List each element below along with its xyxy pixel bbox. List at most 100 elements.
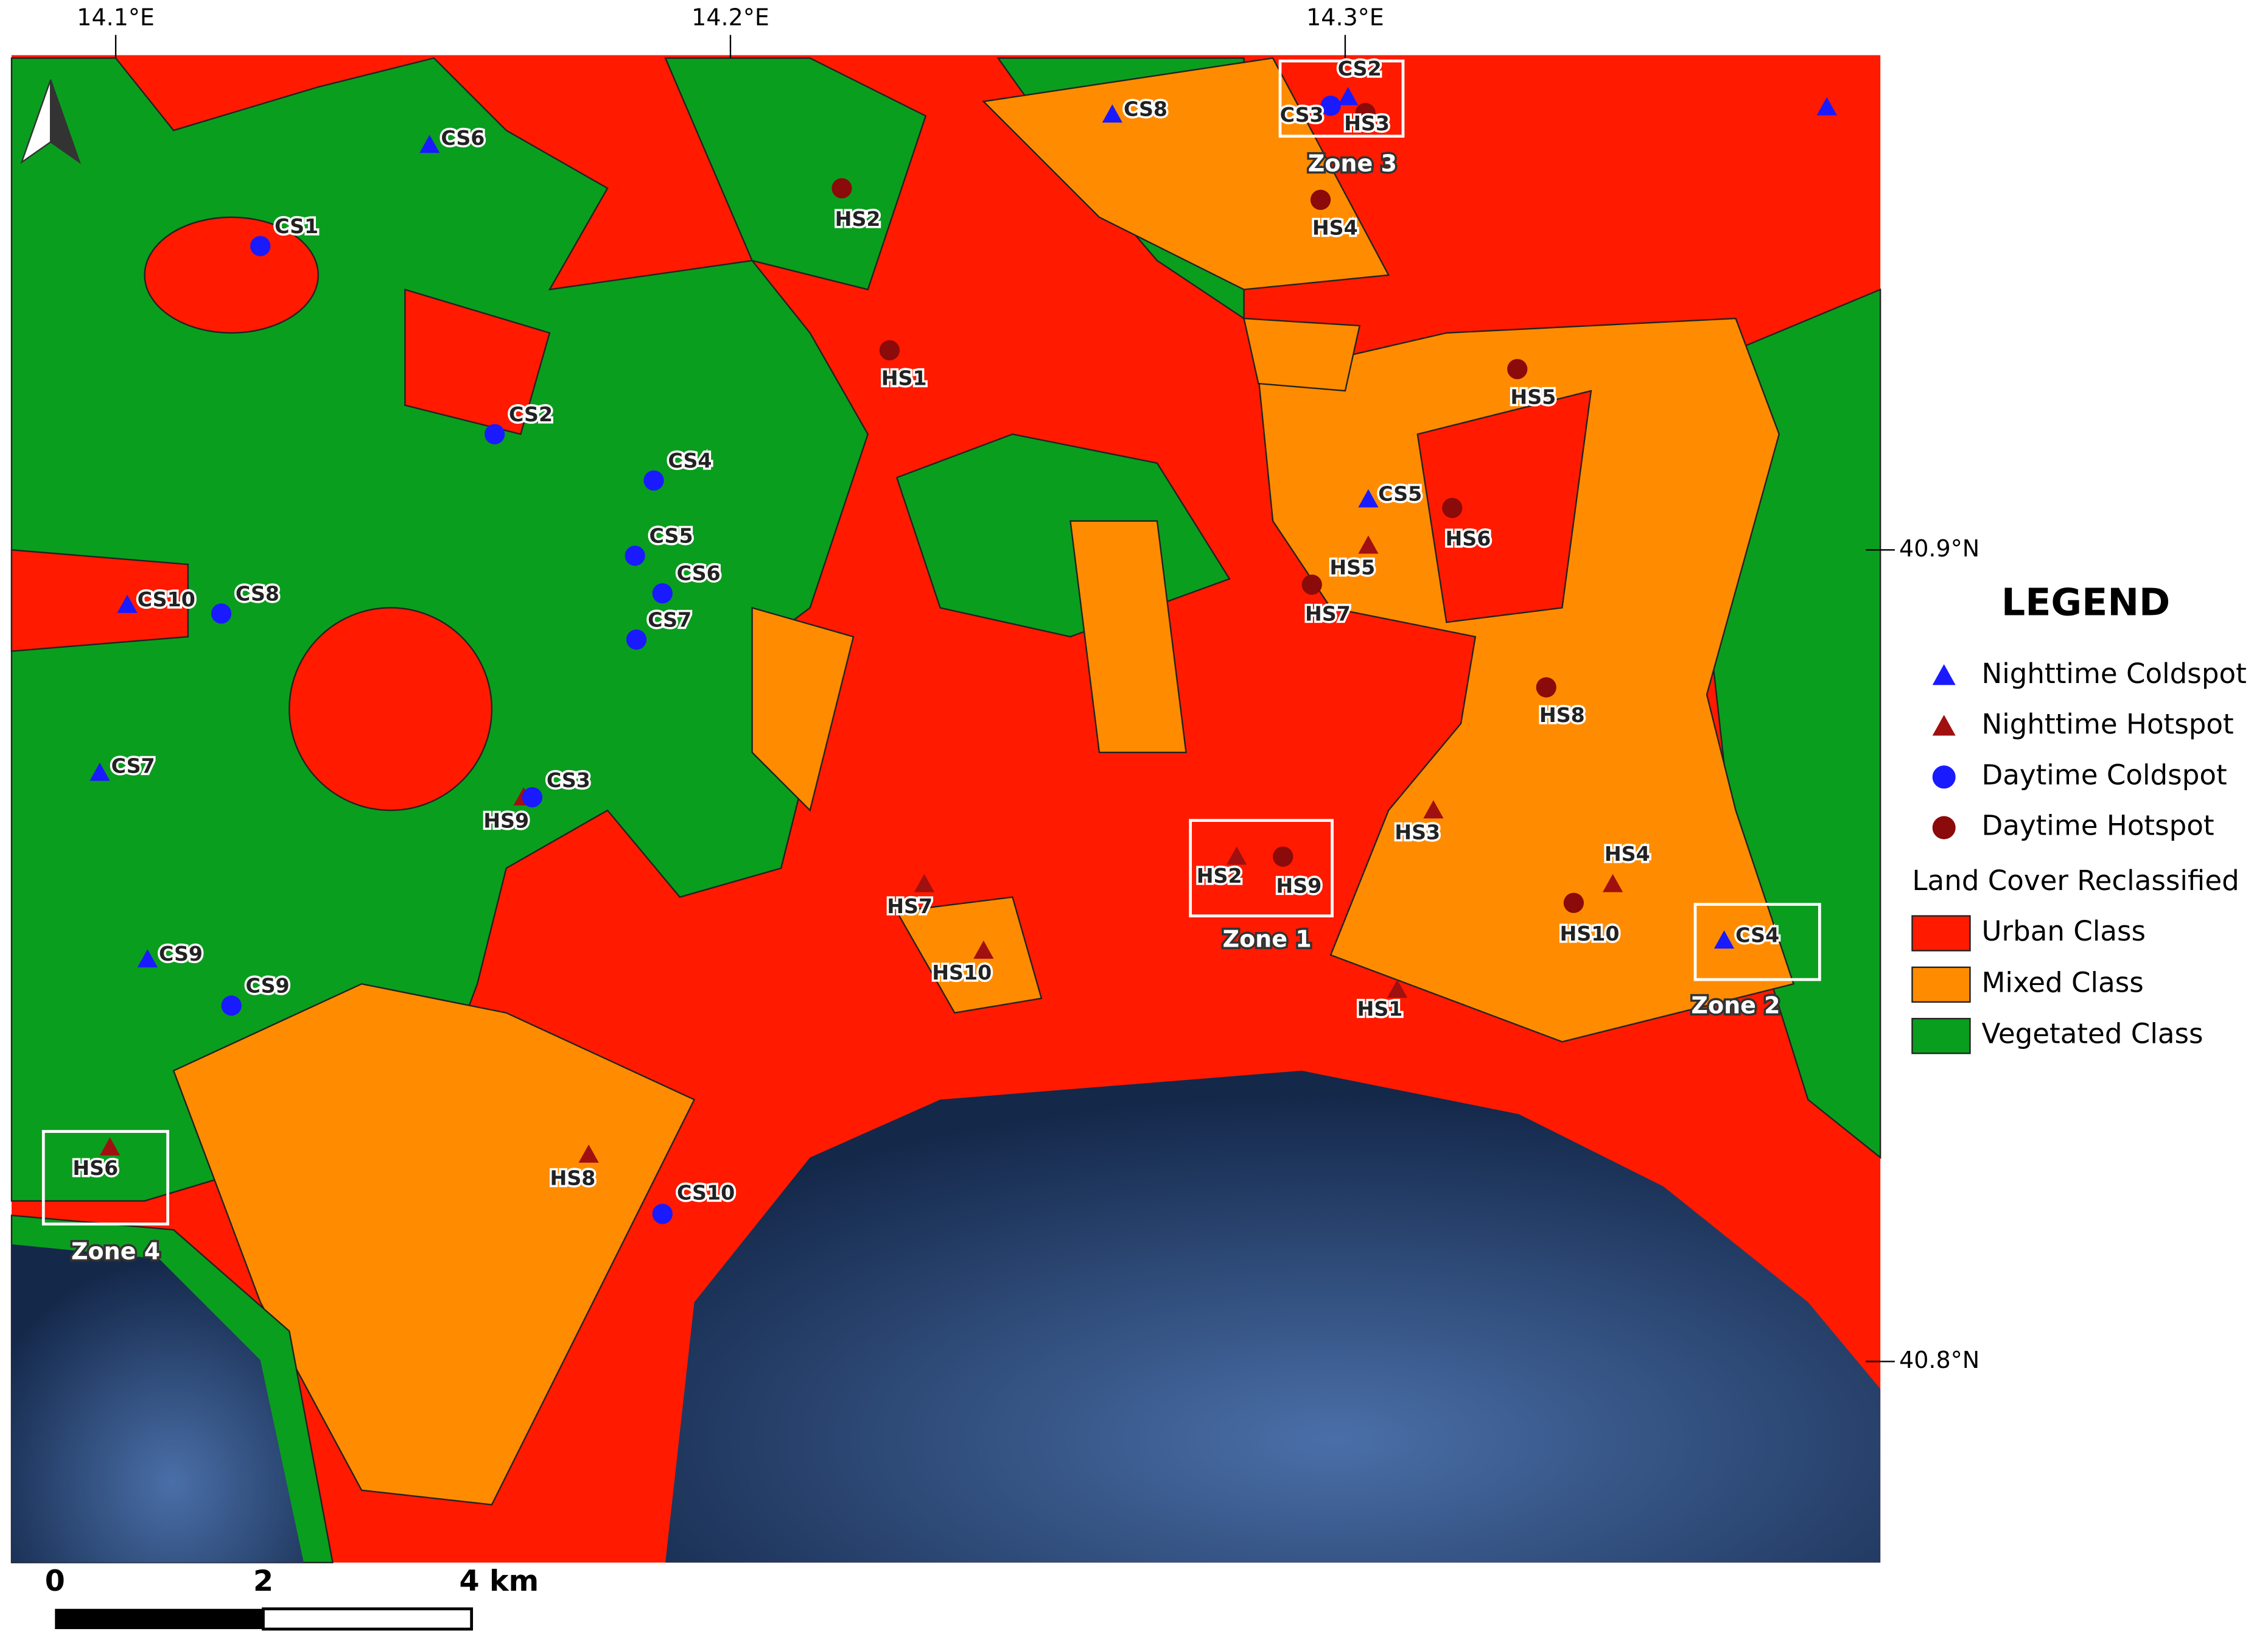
marker-label: HS1	[1357, 997, 1403, 1020]
lat-label: 40.9°N	[1899, 535, 1979, 562]
legend-label: Mixed Class	[1981, 966, 2143, 998]
daytime-hotspot	[1355, 103, 1376, 124]
daytime-coldspot	[211, 603, 232, 624]
marker-label: HS3	[1395, 821, 1440, 844]
daytime-coldspot	[643, 470, 664, 491]
legend-symbol	[1932, 715, 1956, 736]
marker-label: CS2	[509, 402, 553, 426]
daytime-hotspot	[879, 340, 900, 361]
marker-label: HS4	[1605, 842, 1650, 866]
mixed-area	[1243, 317, 1361, 392]
marker-label: HS4	[1312, 216, 1358, 239]
marker-label: HS5	[1329, 556, 1375, 580]
marker-label: HS9	[483, 809, 529, 833]
zone-label: Zone 4	[71, 1238, 160, 1265]
urban-area	[404, 288, 551, 435]
mixed-area	[1069, 520, 1187, 754]
marker-label: CS8	[1124, 97, 1167, 121]
nighttime-hotspot	[1387, 980, 1408, 998]
marker-label: CS1	[275, 214, 318, 238]
urban-area	[289, 607, 493, 811]
nighttime-hotspot	[1423, 800, 1444, 819]
nighttime-hotspot	[1227, 846, 1247, 865]
marker-label: CS7	[111, 754, 155, 777]
marker-label: HS5	[1510, 385, 1556, 408]
marker-label: CS10	[677, 1180, 735, 1204]
marker-label: HS2	[835, 207, 881, 231]
marker-label: CS4	[1735, 923, 1779, 947]
marker-label: CS4	[668, 449, 712, 472]
scale-label: 4 km	[459, 1565, 539, 1598]
lat-label: 40.8°N	[1899, 1347, 1979, 1373]
daytime-coldspot	[485, 424, 505, 444]
lon-label: 14.2°E	[691, 4, 769, 31]
marker-label: HS9	[1276, 874, 1321, 897]
mixed-area	[1258, 317, 1795, 1043]
mixed-area	[751, 606, 855, 812]
daytime-coldspot	[522, 787, 543, 808]
marker-label: HS1	[881, 366, 927, 390]
legend-label: Daytime Coldspot	[1981, 759, 2227, 791]
nighttime-hotspot	[1358, 535, 1379, 554]
urban-area	[144, 216, 319, 334]
daytime-hotspot	[1507, 359, 1528, 379]
daytime-coldspot	[652, 583, 673, 604]
legend-subtitle: Land Cover Reclassified	[1912, 864, 2239, 897]
legend-label: Nighttime Coldspot	[1981, 657, 2246, 690]
legend-label: Daytime Hotspot	[1981, 810, 2214, 842]
vegetated-area	[664, 57, 927, 291]
marker-label: CS10	[138, 587, 195, 611]
lon-label: 14.1°E	[77, 4, 155, 31]
nighttime-coldspot	[89, 762, 110, 781]
legend-symbol	[1932, 765, 1956, 789]
nighttime-coldspot	[419, 135, 440, 153]
marker-label: CS9	[246, 973, 290, 997]
marker-label: CS5	[1378, 482, 1422, 506]
marker-label: HS10	[1560, 922, 1620, 945]
scale-bar	[55, 1608, 264, 1630]
daytime-coldspot	[250, 236, 271, 256]
daytime-hotspot	[1301, 574, 1322, 595]
daytime-coldspot	[221, 995, 242, 1016]
marker-label: HS3	[1344, 111, 1390, 135]
marker-label: HS7	[1305, 602, 1351, 626]
marker-label: CS6	[441, 126, 485, 150]
lon-label: 14.3°E	[1306, 4, 1384, 31]
nighttime-coldspot	[1358, 489, 1379, 508]
marker-label: CS8	[236, 581, 279, 605]
zone-box	[1189, 819, 1334, 917]
marker-label: CS3	[547, 768, 590, 792]
marker-label: HS6	[1445, 527, 1491, 550]
sea	[12, 1244, 304, 1563]
legend-swatch	[1911, 1018, 1971, 1054]
daytime-hotspot	[831, 178, 852, 198]
zone-box	[41, 1130, 170, 1226]
urban-area	[1416, 390, 1592, 623]
legend-swatch	[1911, 915, 1971, 952]
legend-label: Urban Class	[1981, 915, 2146, 947]
legend-symbol	[1932, 816, 1956, 840]
marker-label: CS6	[677, 561, 721, 585]
marker-label: HS6	[72, 1156, 118, 1180]
legend-label: Nighttime Hotspot	[1981, 708, 2233, 740]
nighttime-hotspot	[973, 940, 994, 959]
zone-label: Zone 3	[1308, 150, 1397, 177]
nighttime-hotspot	[99, 1137, 121, 1156]
marker-label: HS7	[887, 894, 933, 918]
zone-label: Zone 2	[1691, 992, 1780, 1019]
marker-label: CS3	[1280, 103, 1324, 127]
nighttime-coldspot	[1713, 930, 1735, 949]
zone-box	[1693, 903, 1821, 981]
marker-label: HS8	[550, 1166, 596, 1190]
zone-label: Zone 1	[1223, 925, 1312, 952]
legend-label: Vegetated Class	[1981, 1018, 2203, 1050]
marker-label: CS5	[649, 524, 693, 547]
urban-area	[10, 549, 189, 652]
nighttime-coldspot	[1338, 86, 1359, 105]
marker-label: HS10	[932, 961, 992, 984]
marker-label: CS7	[648, 608, 691, 631]
legend-title: LEGEND	[2001, 581, 2170, 625]
marker-label: HS2	[1197, 864, 1242, 888]
marker-label: HS8	[1539, 703, 1585, 727]
